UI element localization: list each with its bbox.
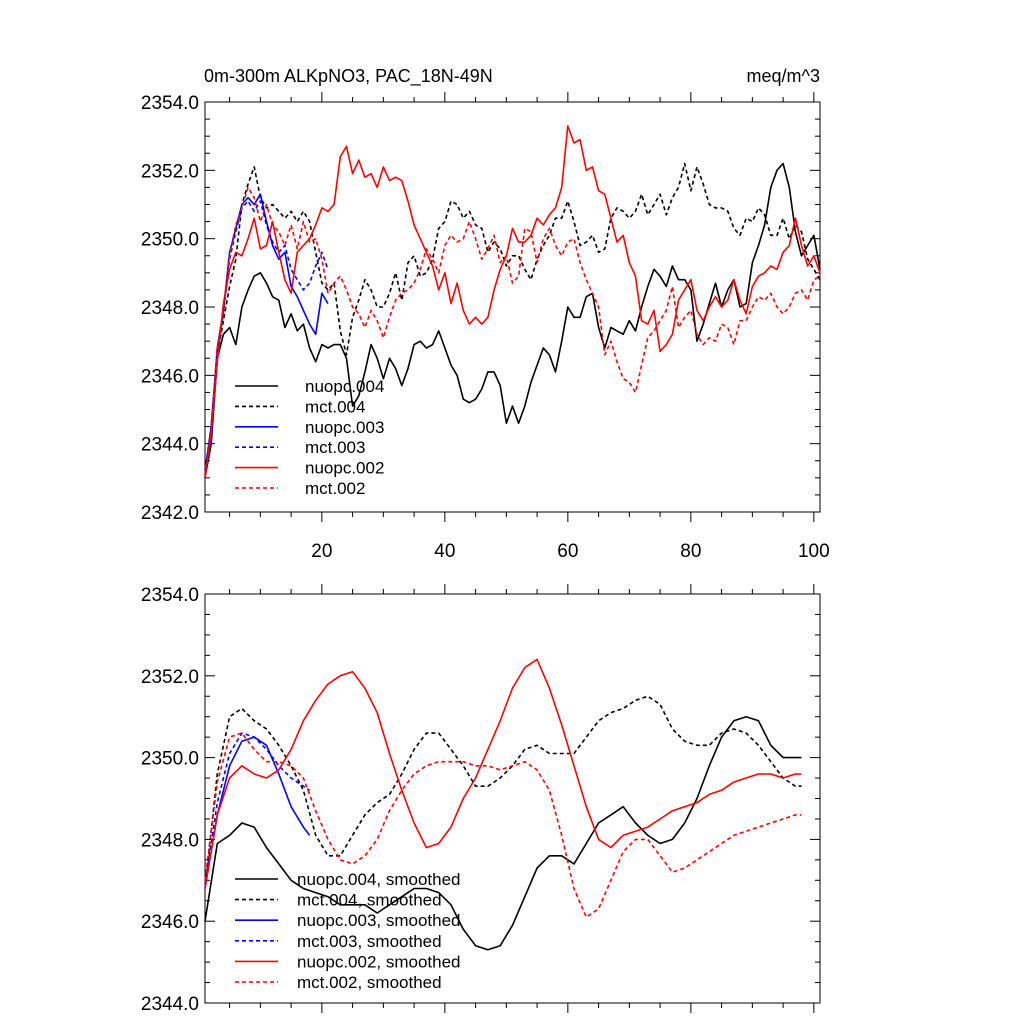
y-tick-label: 2344.0	[141, 994, 199, 1015]
series-line-mct-002	[204, 186, 821, 475]
y-tick-label: 2352.0	[141, 667, 199, 688]
y-tick-label: 2342.0	[141, 503, 199, 524]
y-tick-label: 2346.0	[141, 366, 199, 387]
series-line-mct-003	[204, 200, 329, 475]
legend-label-mct-003: mct.003	[305, 438, 365, 457]
series-line-mct-004-smoothed	[204, 695, 802, 889]
x-tick-label: 100	[798, 541, 830, 562]
units-label: meq/m^3	[747, 66, 820, 86]
y-tick-label: 2344.0	[141, 435, 199, 456]
legend-label-mct-002: mct.002	[305, 479, 365, 498]
legend-label-nuopc-004-smoothed: nuopc.004, smoothed	[297, 870, 461, 889]
series-line-nuopc-002-smoothed	[204, 658, 802, 889]
y-tick-label: 2350.0	[141, 749, 199, 770]
chart-title: 0m-300m ALKpNO3, PAC_18N-49N	[204, 66, 493, 87]
legend-label-nuopc-002: nuopc.002	[305, 459, 384, 478]
y-tick-label: 2350.0	[141, 230, 199, 251]
x-tick-label: 20	[311, 541, 332, 562]
legend-label-nuopc-002-smoothed: nuopc.002, smoothed	[297, 952, 461, 971]
series-line-nuopc-004	[204, 162, 821, 478]
legend-label-mct-002-smoothed: mct.002, smoothed	[297, 973, 442, 992]
y-tick-label: 2348.0	[141, 298, 199, 319]
x-tick-label: 80	[680, 541, 701, 562]
plot-frame	[204, 101, 821, 513]
legend-label-nuopc-003-smoothed: nuopc.003, smoothed	[297, 911, 461, 930]
legend-label-mct-003-smoothed: mct.003, smoothed	[297, 932, 442, 951]
x-tick-label: 60	[557, 541, 578, 562]
y-tick-label: 2348.0	[141, 830, 199, 851]
x-tick-label: 40	[434, 541, 455, 562]
y-tick-label: 2346.0	[141, 912, 199, 933]
series-line-mct-002-smoothed	[204, 732, 802, 918]
legend-label-nuopc-003: nuopc.003	[305, 418, 384, 437]
series-line-nuopc-004-smoothed	[204, 715, 802, 951]
legend-label-nuopc-004: nuopc.004	[305, 377, 384, 396]
legend-label-mct-004-smoothed: mct.004, smoothed	[297, 891, 442, 910]
bottom-panel: 2344.0 2346.0 2348.0 2350.0 2352.0 2354.0 nuop…	[141, 584, 821, 1015]
y-tick-label: 2352.0	[141, 161, 199, 182]
series-line-nuopc-002	[204, 125, 821, 478]
y-tick-label: 2354.0	[141, 93, 199, 114]
series-line-mct-003-smoothed	[204, 732, 311, 885]
series-line-nuopc-003-smoothed	[204, 736, 311, 889]
series-line-mct-004	[204, 162, 821, 478]
y-tick-label: 2354.0	[141, 585, 199, 606]
legend-label-mct-004: mct.004	[305, 397, 365, 416]
top-panel: 0m-300m ALKpNO3, PAC_18N-49N meq/m^3 234…	[141, 66, 830, 562]
